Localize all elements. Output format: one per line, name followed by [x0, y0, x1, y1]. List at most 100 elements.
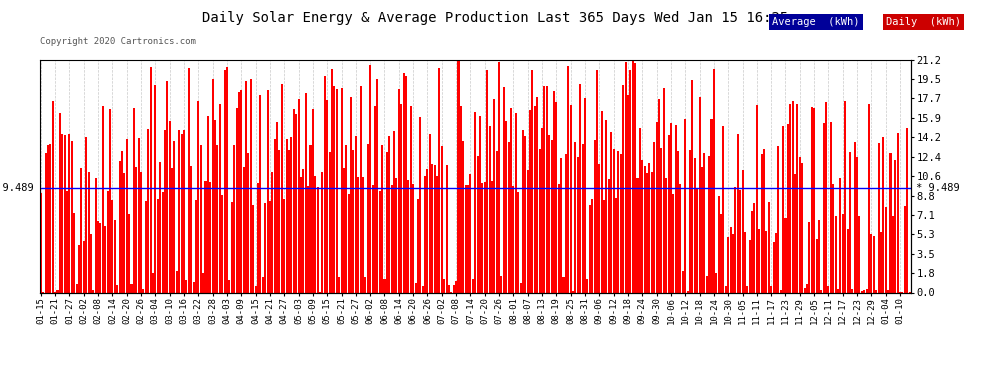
Bar	[723, 126, 725, 292]
Bar	[241, 90, 243, 292]
Bar	[107, 191, 109, 292]
Bar	[577, 157, 579, 292]
Bar	[171, 168, 173, 292]
Bar	[159, 162, 161, 292]
Bar	[777, 147, 779, 292]
Bar	[557, 184, 559, 292]
Bar	[479, 116, 481, 292]
Bar	[687, 291, 689, 292]
Bar	[713, 69, 715, 292]
Bar	[601, 111, 603, 292]
Bar	[317, 188, 319, 292]
Bar	[369, 65, 371, 292]
Bar	[532, 70, 534, 292]
Bar	[880, 232, 882, 292]
Bar	[173, 141, 175, 292]
Bar	[192, 282, 195, 292]
Bar	[665, 177, 667, 292]
Bar	[606, 120, 608, 292]
Bar	[388, 136, 390, 292]
Bar	[140, 172, 142, 292]
Bar	[197, 101, 199, 292]
Bar	[207, 116, 209, 292]
Bar	[166, 81, 168, 292]
Bar	[865, 289, 867, 292]
Bar	[324, 75, 326, 292]
Bar	[102, 106, 104, 292]
Bar	[310, 145, 312, 292]
Bar	[410, 106, 412, 292]
Bar	[825, 102, 827, 292]
Text: Daily  (kWh): Daily (kWh)	[886, 17, 961, 27]
Bar	[145, 201, 147, 292]
Bar	[362, 177, 364, 292]
Bar	[343, 168, 345, 292]
Bar	[510, 108, 512, 292]
Bar	[804, 288, 806, 292]
Bar	[352, 150, 354, 292]
Bar	[667, 135, 669, 292]
Bar	[298, 99, 300, 292]
Bar	[202, 273, 204, 292]
Bar	[553, 90, 555, 292]
Bar	[229, 280, 231, 292]
Bar	[620, 154, 622, 292]
Bar	[329, 152, 331, 292]
Bar	[718, 196, 720, 292]
Bar	[143, 289, 145, 292]
Bar	[271, 172, 273, 292]
Bar	[875, 290, 877, 292]
Bar	[407, 180, 410, 292]
Bar	[818, 219, 820, 292]
Bar	[541, 128, 544, 292]
Bar	[420, 117, 422, 292]
Bar	[460, 106, 462, 292]
Bar	[217, 145, 219, 292]
Bar	[178, 130, 180, 292]
Bar	[254, 286, 256, 292]
Bar	[359, 86, 361, 292]
Bar	[784, 218, 786, 292]
Bar	[816, 238, 818, 292]
Bar	[851, 289, 853, 292]
Bar	[544, 86, 545, 292]
Bar	[782, 126, 784, 292]
Bar	[806, 284, 808, 292]
Bar	[462, 141, 464, 292]
Bar	[249, 79, 251, 292]
Bar	[598, 164, 600, 292]
Bar	[71, 141, 73, 292]
Bar	[481, 183, 483, 292]
Bar	[259, 95, 261, 292]
Bar	[562, 278, 564, 292]
Bar	[674, 126, 677, 292]
Text: Average  (kWh): Average (kWh)	[772, 17, 859, 27]
Bar	[339, 277, 341, 292]
Bar	[464, 185, 466, 292]
Bar	[302, 169, 304, 292]
Bar	[300, 177, 302, 292]
Bar	[436, 176, 438, 292]
Bar	[858, 216, 860, 292]
Bar	[214, 120, 216, 292]
Bar	[307, 186, 309, 292]
Bar	[515, 113, 517, 292]
Bar	[658, 99, 660, 292]
Bar	[753, 203, 755, 292]
Bar	[486, 70, 488, 292]
Bar	[68, 134, 70, 292]
Bar	[429, 134, 431, 292]
Bar	[885, 207, 887, 292]
Bar	[574, 141, 576, 292]
Bar	[334, 87, 336, 292]
Bar	[763, 149, 765, 292]
Bar	[694, 158, 696, 292]
Bar	[243, 167, 245, 292]
Bar	[417, 199, 419, 292]
Bar	[861, 291, 863, 292]
Bar	[625, 62, 627, 292]
Bar	[474, 112, 476, 292]
Bar	[811, 106, 813, 292]
Bar	[539, 150, 541, 292]
Bar	[354, 136, 356, 292]
